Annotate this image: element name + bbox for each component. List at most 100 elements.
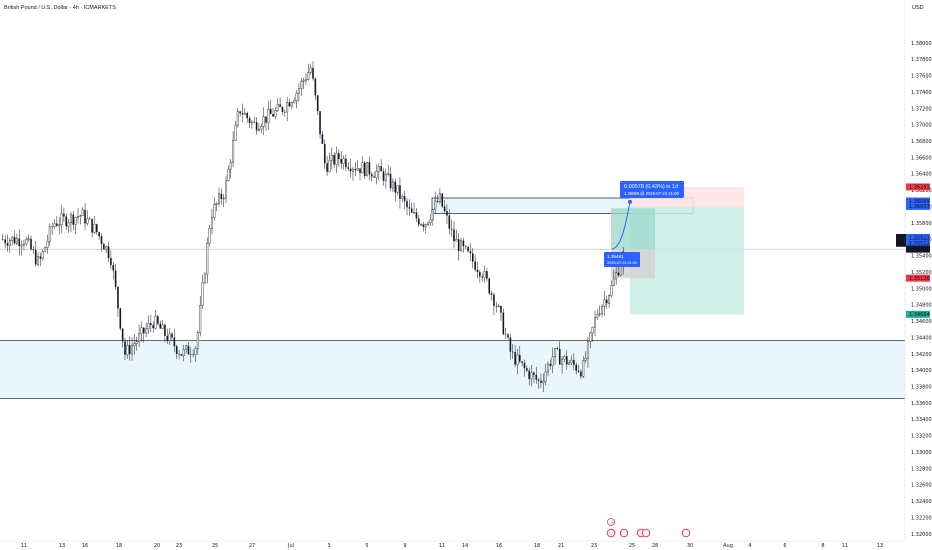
candle-body [117, 286, 119, 309]
candle-body [507, 334, 509, 338]
candle-body [387, 173, 390, 175]
current-box-title: 1.35481 [607, 254, 624, 259]
candle-body [72, 214, 75, 225]
candle-body [20, 244, 23, 247]
candle-body [227, 169, 230, 181]
candle-body [349, 168, 352, 172]
candle-body [413, 212, 416, 214]
price-tick-label: 1.32000 [911, 532, 932, 538]
candle-body [438, 193, 441, 203]
candle-body [147, 323, 150, 330]
price-tick-label: 1.34400 [911, 335, 932, 341]
candle-body [377, 166, 380, 172]
current-price-tag: 1.35481 [909, 247, 930, 253]
candle-body [580, 371, 582, 377]
candle-body [41, 251, 44, 259]
candle-body [182, 349, 185, 356]
candle-body [91, 218, 93, 233]
price-tick-label: 1.38000 [911, 41, 932, 47]
candle-body [370, 174, 373, 177]
svg-text:⚡: ⚡ [610, 519, 616, 526]
candle-body [561, 358, 564, 365]
candle-body [354, 169, 357, 171]
candle-body [110, 258, 112, 266]
time-tick-label: 16 [496, 543, 502, 549]
price-tick-label: 1.37600 [911, 74, 932, 80]
time-tick-label: 8 [821, 543, 824, 549]
time-tick-label: 11 [842, 543, 848, 549]
candle-body [185, 345, 188, 350]
time-tick-label: 6 [783, 543, 786, 549]
candle-body [267, 108, 270, 123]
price-tick-label: 1.37800 [911, 57, 932, 63]
time-tick-label: 25 [212, 543, 218, 549]
candlestick-series [2, 61, 625, 393]
candle-body [380, 166, 382, 172]
candle-body [178, 353, 180, 355]
candle-body [88, 218, 91, 220]
candle-body [112, 265, 115, 271]
candle-body [44, 247, 47, 252]
us-flag-event-icon[interactable] [606, 528, 616, 538]
candle-body [490, 293, 493, 295]
lightning-event-icon[interactable] [607, 518, 615, 526]
candle-body [406, 201, 408, 208]
us-flag-event-icon-3[interactable] [641, 528, 651, 538]
candle-body [243, 112, 246, 115]
candle-body [568, 362, 571, 365]
candle-body [100, 236, 103, 245]
candle-body [126, 344, 129, 355]
price-tick-label: 1.34000 [911, 368, 932, 374]
time-tick-label: 13 [877, 543, 883, 549]
candle-body [366, 162, 369, 177]
candle-body [573, 360, 575, 365]
time-tick-label: 25 [629, 543, 635, 549]
current-box-subtitle: 2025-07-23 01:00 [607, 261, 637, 265]
candle-body [464, 246, 467, 247]
plot-area[interactable] [0, 0, 905, 541]
candle-body [121, 328, 124, 342]
candle-body [192, 354, 194, 356]
price-tick-label: 1.34600 [911, 319, 932, 325]
candle-body [309, 67, 312, 73]
price-tick-label: 1.36800 [911, 139, 932, 145]
candle-body [551, 356, 554, 367]
projection-end-dot [628, 199, 632, 204]
candle-body [79, 215, 82, 217]
uk-flag-event-icon[interactable] [619, 528, 629, 538]
candle-body [591, 326, 594, 334]
candle-body [603, 299, 606, 307]
candle-body [32, 249, 35, 251]
candle-body [222, 197, 225, 200]
candle-body [272, 114, 274, 117]
candle-body [481, 276, 483, 278]
candle-body [589, 332, 592, 342]
price-tick-label: 1.32800 [911, 466, 932, 472]
candle-body [314, 78, 317, 96]
candle-body [48, 226, 51, 242]
candle-body [382, 171, 385, 181]
event-icons[interactable]: ⚡ [606, 518, 691, 538]
uk-flag-event-icon-2[interactable] [681, 528, 691, 538]
price-axis[interactable]: USD 1.38000 1.37800 1.37600 1.37400 1.37200 1… [904, 0, 932, 541]
time-axis[interactable]: 11 13 16 18 20 23 25 27 Jul 3 5 9 11 14 16 18 21 23 25 28 30… [0, 540, 905, 549]
candle-body [540, 380, 542, 383]
candle-body [455, 239, 458, 242]
candle-body [229, 162, 232, 170]
tag-entry-top: 1.36069 [909, 199, 930, 205]
candle-body [493, 294, 495, 306]
candle-body [594, 317, 597, 328]
candle-body [51, 226, 53, 228]
candle-body [260, 126, 263, 130]
time-tick-label: 11 [21, 543, 27, 549]
candle-body [528, 370, 530, 379]
price-tick-label: 1.35400 [911, 254, 932, 260]
candle-body [46, 241, 49, 248]
candle-body [194, 348, 197, 355]
candle-body [312, 67, 314, 79]
candle-body [516, 354, 519, 365]
candle-body [441, 193, 444, 207]
candle-body [359, 168, 361, 173]
candle-body [509, 337, 512, 352]
